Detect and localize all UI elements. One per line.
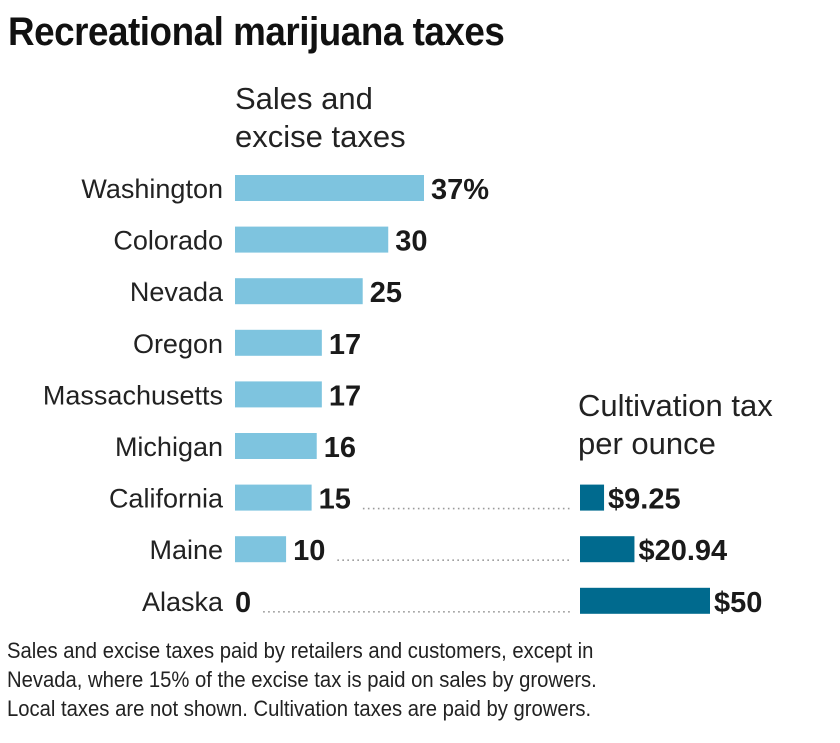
cultivation-tax-value-label: $9.25 — [608, 484, 681, 516]
state-label: Alaska — [142, 587, 224, 617]
sales-tax-subtitle-line: Sales and — [235, 81, 373, 116]
cultivation-tax-bar — [580, 587, 710, 614]
state-label: Nevada — [130, 277, 224, 307]
sales-tax-bar — [235, 484, 312, 511]
cultivation-tax-value-label: $50 — [714, 587, 762, 619]
footnote-line: Local taxes are not shown. Cultivation t… — [7, 696, 592, 721]
cultivation-tax-bar — [580, 484, 605, 511]
sales-tax-bar — [235, 226, 389, 253]
cultivation-tax-bar — [580, 536, 635, 563]
sales-tax-bar — [235, 536, 287, 563]
footnote: Sales and excise taxes paid by retailers… — [7, 636, 597, 723]
sales-tax-value-label: 0 — [235, 587, 251, 619]
sales-tax-bar — [235, 278, 363, 305]
cultivation-tax-value-label: $20.94 — [638, 535, 727, 567]
sales-tax-bar — [235, 329, 322, 356]
state-label: Colorado — [113, 226, 223, 256]
sales-tax-value-label: 16 — [324, 432, 356, 464]
cultivation-tax-subtitle-line: Cultivation tax — [578, 388, 773, 423]
state-label: Oregon — [133, 329, 223, 359]
state-label: Michigan — [115, 432, 223, 462]
sales-tax-value-label: 10 — [293, 535, 325, 567]
footnote-line: Sales and excise taxes paid by retailers… — [7, 638, 594, 663]
state-label: Massachusetts — [43, 380, 223, 410]
sales-tax-value-label: 25 — [370, 277, 402, 309]
state-label: Washington — [81, 174, 223, 204]
state-label: Maine — [149, 535, 223, 565]
sales-tax-value-label: 30 — [395, 226, 427, 258]
footnote-line: Nevada, where 15% of the excise tax is p… — [7, 667, 597, 692]
sales-tax-subtitle-line: excise taxes — [235, 119, 406, 154]
sales-tax-bar — [235, 381, 322, 408]
sales-tax-value-label: 15 — [319, 484, 351, 516]
sales-tax-bar — [235, 175, 424, 201]
sales-tax-value-label: 17 — [329, 380, 361, 412]
sales-tax-value-label: 17 — [329, 329, 361, 361]
sales-tax-bar — [235, 433, 317, 459]
cultivation-tax-subtitle: Cultivation tax per ounce — [578, 387, 773, 463]
cultivation-tax-subtitle-line: per ounce — [578, 426, 716, 461]
chart-title: Recreational marijuana taxes — [8, 10, 505, 54]
sales-tax-subtitle: Sales and excise taxes — [235, 80, 406, 156]
state-label: California — [109, 484, 224, 514]
sales-tax-value-label: 37% — [431, 174, 489, 206]
